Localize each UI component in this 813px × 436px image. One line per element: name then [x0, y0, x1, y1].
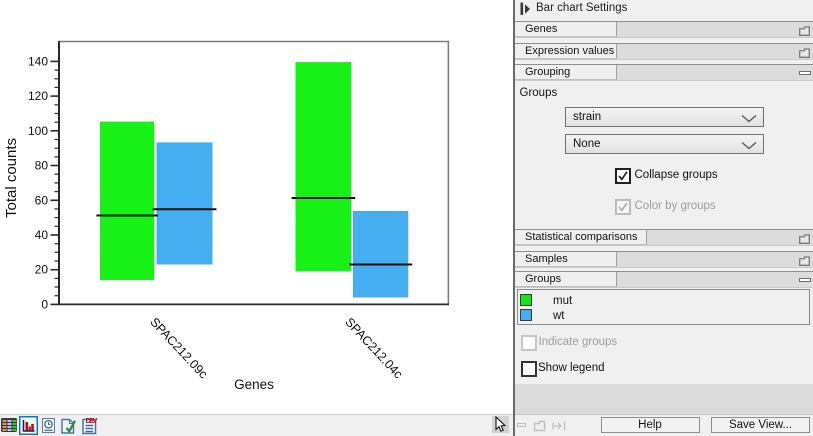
svg-text:80: 80: [35, 159, 49, 173]
svg-text:120: 120: [28, 89, 48, 103]
svg-text:140: 140: [28, 54, 48, 68]
svg-text:40: 40: [35, 228, 49, 242]
svg-text:DEV: DEV: [86, 416, 98, 425]
svg-text:Genes: Genes: [234, 377, 274, 392]
svg-text:0: 0: [41, 297, 48, 311]
svg-text:SPAC212.09c: SPAC212.09c: [147, 315, 210, 381]
svg-text:20: 20: [35, 263, 49, 277]
svg-text:100: 100: [28, 124, 48, 138]
svg-text:60: 60: [35, 193, 49, 207]
svg-text:SPAC212.04c: SPAC212.04c: [342, 315, 405, 381]
svg-text:Total counts: Total counts: [3, 138, 20, 218]
